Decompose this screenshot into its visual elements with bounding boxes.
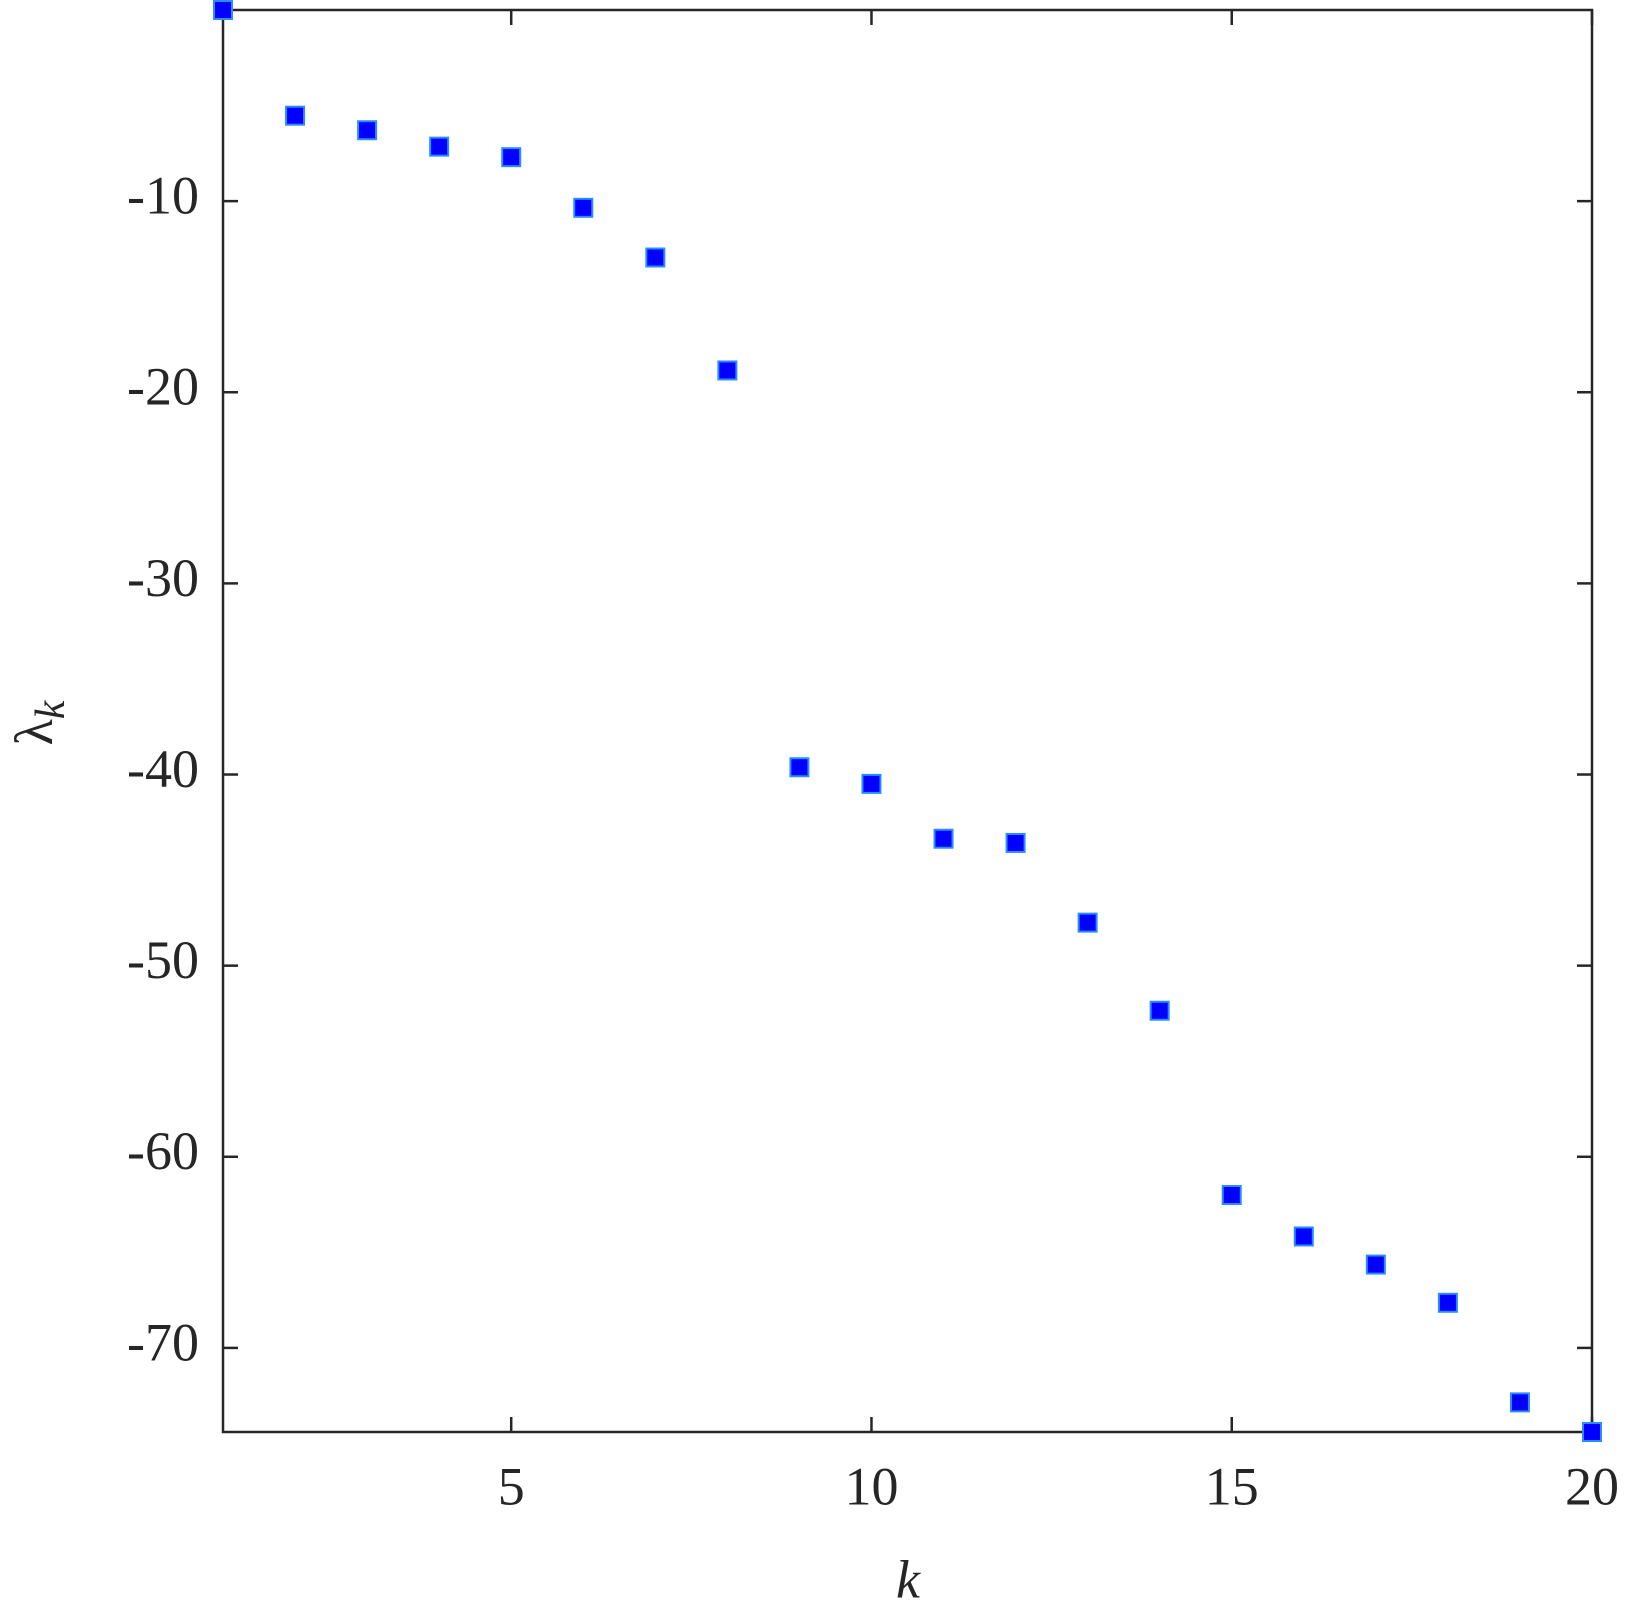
point [1293,1226,1314,1247]
point [645,247,666,268]
point [1582,1422,1602,1442]
y-tick-label: -20 [127,357,199,417]
y-tick-label: -40 [127,739,199,799]
y-tick-label: -70 [127,1312,199,1372]
point [429,136,450,157]
point [573,197,594,218]
y-tick-label: -50 [127,930,199,990]
point [1077,912,1098,933]
point [357,120,378,141]
point [1005,832,1026,853]
y-axis-label: λk [4,699,73,745]
y-axis-label-base: λ [4,719,64,745]
x-tick-label: 20 [1565,1456,1619,1516]
point [1221,1185,1242,1205]
point [861,773,882,794]
point [717,360,738,381]
point [933,828,954,849]
point [501,147,522,168]
y-tick-label: -30 [127,548,199,608]
point [213,0,233,20]
point [285,105,306,126]
x-tick-label: 15 [1205,1456,1259,1516]
x-tick-label: 5 [498,1456,525,1516]
x-tick-label: 10 [844,1456,898,1516]
y-axis-label-subscript: k [28,699,74,719]
x-axis-label: k [896,1549,921,1609]
plot-frame [221,8,1594,1434]
y-tick-label: -60 [127,1121,199,1181]
point [1149,1000,1170,1021]
point [1365,1254,1386,1275]
point [1509,1392,1530,1413]
point [789,757,810,778]
y-tick-label: -10 [127,166,199,226]
point [1437,1292,1458,1313]
